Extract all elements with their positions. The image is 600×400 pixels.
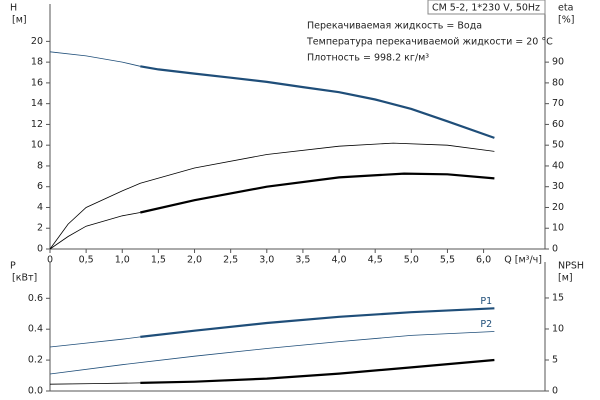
y-tick-label: 6 — [37, 181, 43, 192]
curve — [49, 382, 141, 385]
y2-tick-label: 0 — [552, 244, 558, 255]
y-tick-label: 4 — [37, 202, 43, 213]
y-tick-label: 0.0 — [28, 386, 43, 397]
curve — [49, 51, 141, 67]
x-tick-label: 5,0 — [404, 255, 419, 266]
y-tick-label: 2 — [37, 223, 43, 234]
y2-tick-label: 15 — [552, 292, 564, 303]
y-tick-label: 18 — [31, 57, 43, 68]
curve — [49, 331, 495, 375]
y-tick-label: 10 — [31, 140, 43, 151]
curve — [140, 172, 495, 214]
y-axis-label: H — [10, 3, 17, 14]
curve — [140, 358, 495, 384]
y2-tick-label: 10 — [552, 323, 564, 334]
curve — [49, 336, 141, 348]
x-axis-label: Q [м³/ч] — [504, 255, 542, 266]
y2-tick-label: 5 — [552, 354, 558, 365]
curve-label: P1 — [480, 296, 492, 307]
y-tick-label: 12 — [31, 119, 43, 130]
curve — [49, 142, 495, 250]
x-tick-label: 3,5 — [295, 255, 310, 266]
y-axis-label: [м] — [12, 15, 27, 26]
x-tick-label: 0 — [47, 255, 53, 266]
y2-tick-label: 0 — [552, 386, 558, 397]
y-tick-label: 16 — [31, 77, 43, 88]
y2-tick-label: 40 — [552, 160, 564, 171]
x-tick-label: 5,5 — [440, 255, 455, 266]
chart-title: CM 5-2, 1*230 V, 50Hz — [432, 3, 540, 14]
y2-tick-label: 90 — [552, 57, 564, 68]
y2-tick-label: 70 — [552, 98, 564, 109]
y2-tick-label: 80 — [552, 77, 564, 88]
x-tick-label: 3,0 — [259, 255, 274, 266]
x-tick-label: 4,5 — [368, 255, 383, 266]
curve — [140, 307, 495, 338]
title-box — [427, 0, 546, 15]
y-axis-label: P — [10, 261, 16, 272]
x-tick-label: 0,5 — [79, 255, 94, 266]
y-axis-label: [кВт] — [12, 273, 37, 284]
y2-tick-label: 50 — [552, 140, 564, 151]
y2-tick-label: 60 — [552, 119, 564, 130]
y-tick-label: 0.4 — [28, 324, 43, 335]
x-tick-label: 2,5 — [223, 255, 238, 266]
y2-tick-label: 30 — [552, 181, 564, 192]
y2-axis-label: [м] — [558, 273, 573, 284]
note: Перекачиваемая жидкость = Вода — [307, 21, 482, 32]
curve — [49, 212, 141, 250]
x-tick-label: 1,0 — [115, 255, 130, 266]
curve-label: P2 — [480, 319, 492, 330]
curve — [140, 65, 495, 139]
y-tick-label: 14 — [31, 98, 43, 109]
y2-axis-label: eta — [558, 3, 573, 14]
y2-axis-label: NPSH — [558, 261, 584, 272]
x-tick-label: 2,0 — [187, 255, 202, 266]
y-tick-label: 0.2 — [28, 355, 43, 366]
y-tick-label: 8 — [37, 160, 43, 171]
y-tick-label: 0 — [37, 244, 43, 255]
x-tick-label: 4,0 — [331, 255, 346, 266]
y-tick-label: 20 — [31, 36, 43, 47]
note: Температура перекачиваемой жидкости = 20… — [306, 37, 553, 48]
x-tick-label: 6,0 — [476, 255, 491, 266]
y2-axis-label: [%] — [558, 15, 574, 26]
y-tick-label: 0.6 — [28, 293, 43, 304]
x-tick-label: 1,5 — [151, 255, 166, 266]
note: Плотность = 998.2 кг/м³ — [307, 53, 429, 64]
y2-tick-label: 20 — [552, 202, 564, 213]
y2-tick-label: 10 — [552, 223, 564, 234]
